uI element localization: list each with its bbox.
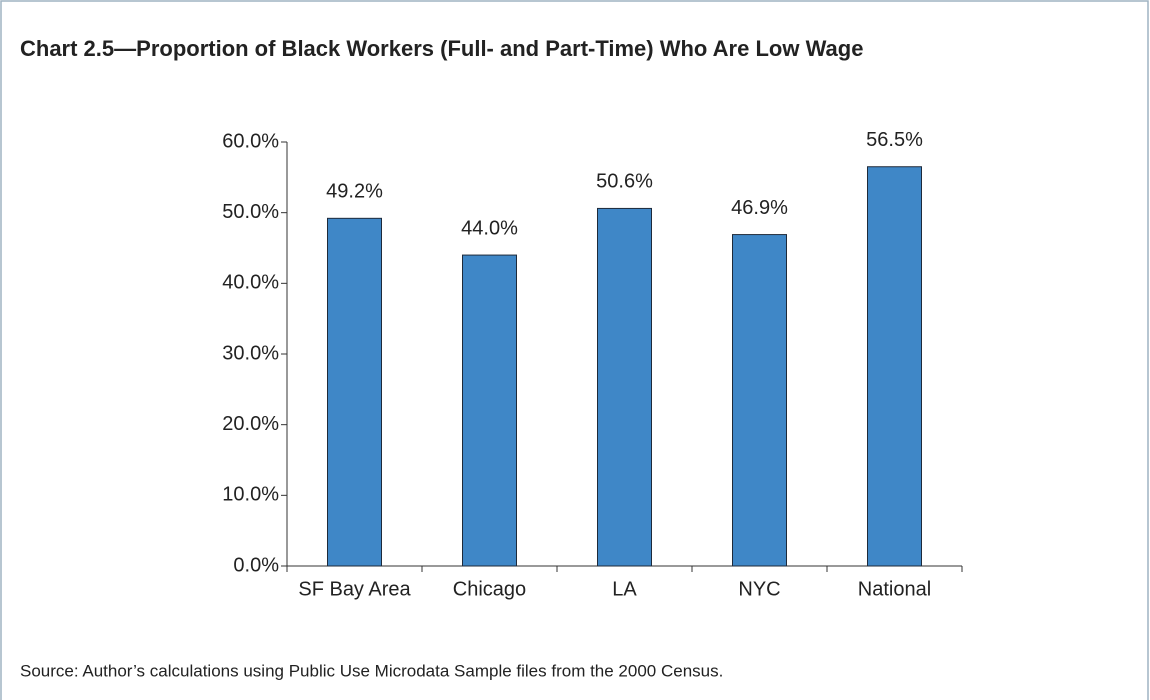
data-label: 56.5% (866, 129, 923, 151)
data-label: 46.9% (731, 197, 788, 219)
bar (462, 254, 517, 567)
y-tick-label: 20.0% (222, 413, 279, 435)
x-tick-label: Chicago (453, 578, 526, 600)
bar (327, 217, 382, 567)
source-note: Source: Author’s calculations using Publ… (20, 661, 723, 680)
y-tick-label: 10.0% (222, 484, 279, 506)
y-tick-label: 40.0% (222, 272, 279, 294)
bar (732, 234, 787, 567)
x-tick-label: NYC (738, 578, 780, 600)
x-tick-label: SF Bay Area (298, 578, 411, 600)
bar (867, 166, 922, 567)
y-tick-label: 0.0% (233, 554, 279, 576)
data-label: 44.0% (461, 217, 518, 239)
data-label: 50.6% (596, 171, 653, 193)
y-tick-label: 30.0% (222, 342, 279, 364)
bar (597, 207, 652, 567)
x-tick-label: LA (612, 578, 637, 600)
y-tick-label: 50.0% (222, 201, 279, 223)
chart-title: Chart 2.5—Proportion of Black Workers (F… (20, 36, 863, 61)
data-label: 49.2% (326, 181, 383, 203)
y-tick-label: 60.0% (222, 130, 279, 152)
x-tick-label: National (858, 578, 931, 600)
